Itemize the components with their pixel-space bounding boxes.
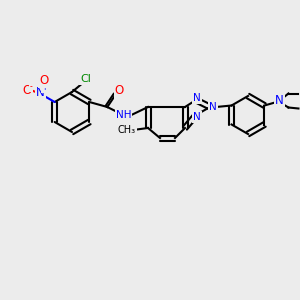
Text: CH₃: CH₃ — [118, 125, 136, 135]
Text: N: N — [36, 85, 45, 98]
Text: -: - — [29, 82, 32, 91]
Text: O: O — [39, 74, 48, 86]
Text: NH: NH — [116, 110, 131, 120]
Text: N: N — [193, 93, 201, 103]
Text: O: O — [115, 85, 124, 98]
Text: Cl: Cl — [81, 74, 92, 84]
Text: N: N — [209, 102, 217, 112]
Text: +: + — [41, 83, 48, 92]
Text: N: N — [193, 112, 201, 122]
Text: O: O — [22, 83, 31, 97]
Text: N: N — [275, 94, 284, 107]
